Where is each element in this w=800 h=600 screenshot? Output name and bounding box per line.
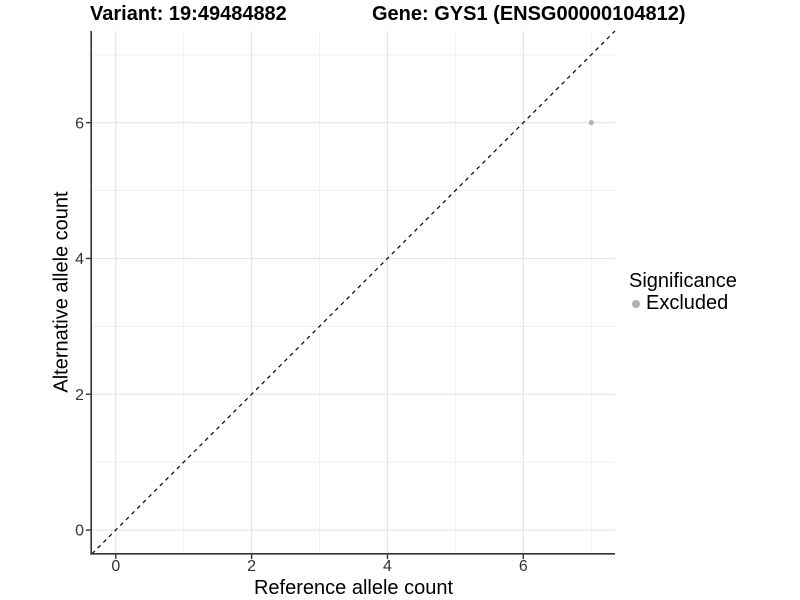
data-point — [588, 120, 594, 126]
legend-title: Significance — [629, 270, 737, 292]
identity-dashed-line — [91, 30, 616, 555]
plot-title-gene: Gene: GYS1 (ENSG00000104812) — [372, 3, 686, 25]
plot-title-variant: Variant: 19:49484882 — [90, 3, 287, 25]
x-tick-label: 0 — [111, 558, 120, 575]
x-tick-label: 2 — [247, 558, 256, 575]
x-axis-label: Reference allele count — [253, 577, 453, 599]
legend: Significance Excluded — [629, 270, 737, 314]
circle-marker-icon — [632, 299, 640, 308]
y-axis-label: Alternative allele count — [50, 191, 73, 393]
y-tick-label: 2 — [75, 387, 84, 404]
y-tick-label: 0 — [75, 523, 84, 540]
y-tick-label: 6 — [75, 115, 84, 132]
x-tick-label: 6 — [519, 558, 528, 575]
legend-item-excluded: Excluded — [629, 292, 737, 314]
x-tick-label: 4 — [383, 558, 392, 575]
legend-item-label: Excluded — [646, 292, 729, 314]
y-tick-label: 4 — [75, 251, 84, 268]
